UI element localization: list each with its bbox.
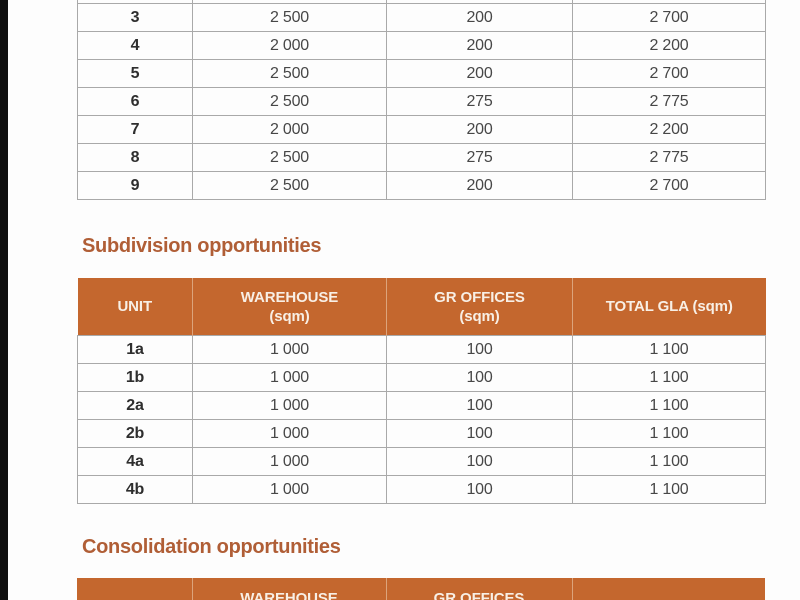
value-cell: 2 500 — [192, 143, 387, 172]
value-cell: 1 000 — [192, 363, 387, 392]
value-cell: 1 000 — [192, 391, 387, 420]
value-cell: 2 000 — [192, 31, 387, 60]
column-header-warehouse: WAREHOUSE — [192, 578, 387, 600]
value-cell: 2 000 — [192, 115, 387, 144]
value-cell: 275 — [386, 143, 573, 172]
column-header-label: WAREHOUSE — [240, 590, 338, 600]
column-header-sublabel: (sqm) — [269, 307, 310, 325]
value-cell: 2 700 — [572, 171, 766, 200]
table-row: 4a 1 000 100 1 100 — [77, 447, 766, 476]
unit-cell: 6 — [77, 87, 193, 116]
consolidation-table: WAREHOUSE GR OFFICES — [77, 578, 765, 600]
column-header-label: WAREHOUSE — [240, 288, 339, 306]
table-row: 1b 1 000 100 1 100 — [77, 363, 766, 392]
column-header-gr-offices: GR OFFICES (sqm) — [386, 278, 573, 336]
value-cell: 1 000 — [192, 419, 387, 448]
column-header-gr-offices: GR OFFICES — [386, 578, 573, 600]
table-row: 1a 1 000 100 1 100 — [77, 335, 766, 364]
unit-cell: 4 — [77, 31, 193, 60]
value-cell: 2 200 — [572, 115, 766, 144]
consolidation-heading: Consolidation opportunities — [82, 536, 341, 558]
value-cell: 2 775 — [572, 87, 766, 116]
subdivision-heading: Subdivision opportunities — [82, 235, 322, 257]
header-row: UNIT WAREHOUSE (sqm) GR OFFICES (sqm) TO… — [77, 278, 766, 336]
table-row: 4b 1 000 100 1 100 — [77, 475, 766, 504]
value-cell: 1 100 — [572, 419, 766, 448]
value-cell: 200 — [386, 115, 573, 144]
value-cell: 1 100 — [572, 391, 766, 420]
unit-cell: 9 — [77, 171, 193, 200]
column-header-label: UNIT — [117, 298, 153, 315]
unit-cell: 4b — [77, 475, 193, 504]
value-cell: 1 100 — [572, 447, 766, 476]
table-row: 2b 1 000 100 1 100 — [77, 419, 766, 448]
left-edge-bar — [0, 0, 8, 600]
value-cell: 2 700 — [572, 59, 766, 88]
column-header-label: TOTAL GLA (sqm) — [605, 298, 733, 315]
unit-cell: 4a — [77, 447, 193, 476]
value-cell: 100 — [386, 363, 573, 392]
table-row: 2a 1 000 100 1 100 — [77, 391, 766, 420]
value-cell: 200 — [386, 31, 573, 60]
value-cell: 2 500 — [192, 87, 387, 116]
value-cell: 2 775 — [572, 143, 766, 172]
value-cell: 100 — [386, 335, 573, 364]
value-cell: 1 000 — [192, 335, 387, 364]
column-header-unit: UNIT — [77, 278, 193, 336]
unit-cell: 2b — [77, 419, 193, 448]
value-cell: 200 — [386, 171, 573, 200]
value-cell: 100 — [386, 419, 573, 448]
value-cell: 2 700 — [572, 3, 766, 32]
unit-cell: 3 — [77, 3, 193, 32]
value-cell: 275 — [386, 87, 573, 116]
column-header-sublabel: (sqm) — [459, 307, 500, 325]
value-cell: 1 100 — [572, 363, 766, 392]
value-cell: 1 000 — [192, 447, 387, 476]
column-header-label: GR OFFICES — [433, 590, 525, 600]
value-cell: 100 — [386, 447, 573, 476]
unit-cell: 2a — [77, 391, 193, 420]
column-header-warehouse: WAREHOUSE (sqm) — [192, 278, 387, 336]
value-cell: 2 500 — [192, 171, 387, 200]
column-header-unit — [77, 578, 193, 600]
unit-cell: 8 — [77, 143, 193, 172]
unit-cell: 1b — [77, 363, 193, 392]
column-header-label: GR OFFICES — [434, 288, 525, 306]
value-cell: 1 100 — [572, 475, 766, 504]
value-cell: 100 — [386, 475, 573, 504]
unit-cell: 5 — [77, 59, 193, 88]
subdivision-table: UNIT WAREHOUSE (sqm) GR OFFICES (sqm) TO… — [77, 278, 766, 504]
value-cell: 1 100 — [572, 335, 766, 364]
column-header-total-gla: TOTAL GLA (sqm) — [572, 278, 766, 336]
value-cell: 2 500 — [192, 59, 387, 88]
value-cell: 1 000 — [192, 475, 387, 504]
header-row: WAREHOUSE GR OFFICES — [77, 578, 765, 600]
value-cell: 100 — [386, 391, 573, 420]
unit-cell: 7 — [77, 115, 193, 144]
column-header-total-gla — [572, 578, 765, 600]
value-cell: 2 500 — [192, 3, 387, 32]
value-cell: 2 200 — [572, 31, 766, 60]
value-cell: 200 — [386, 59, 573, 88]
value-cell: 200 — [386, 3, 573, 32]
unit-cell: 1a — [77, 335, 193, 364]
